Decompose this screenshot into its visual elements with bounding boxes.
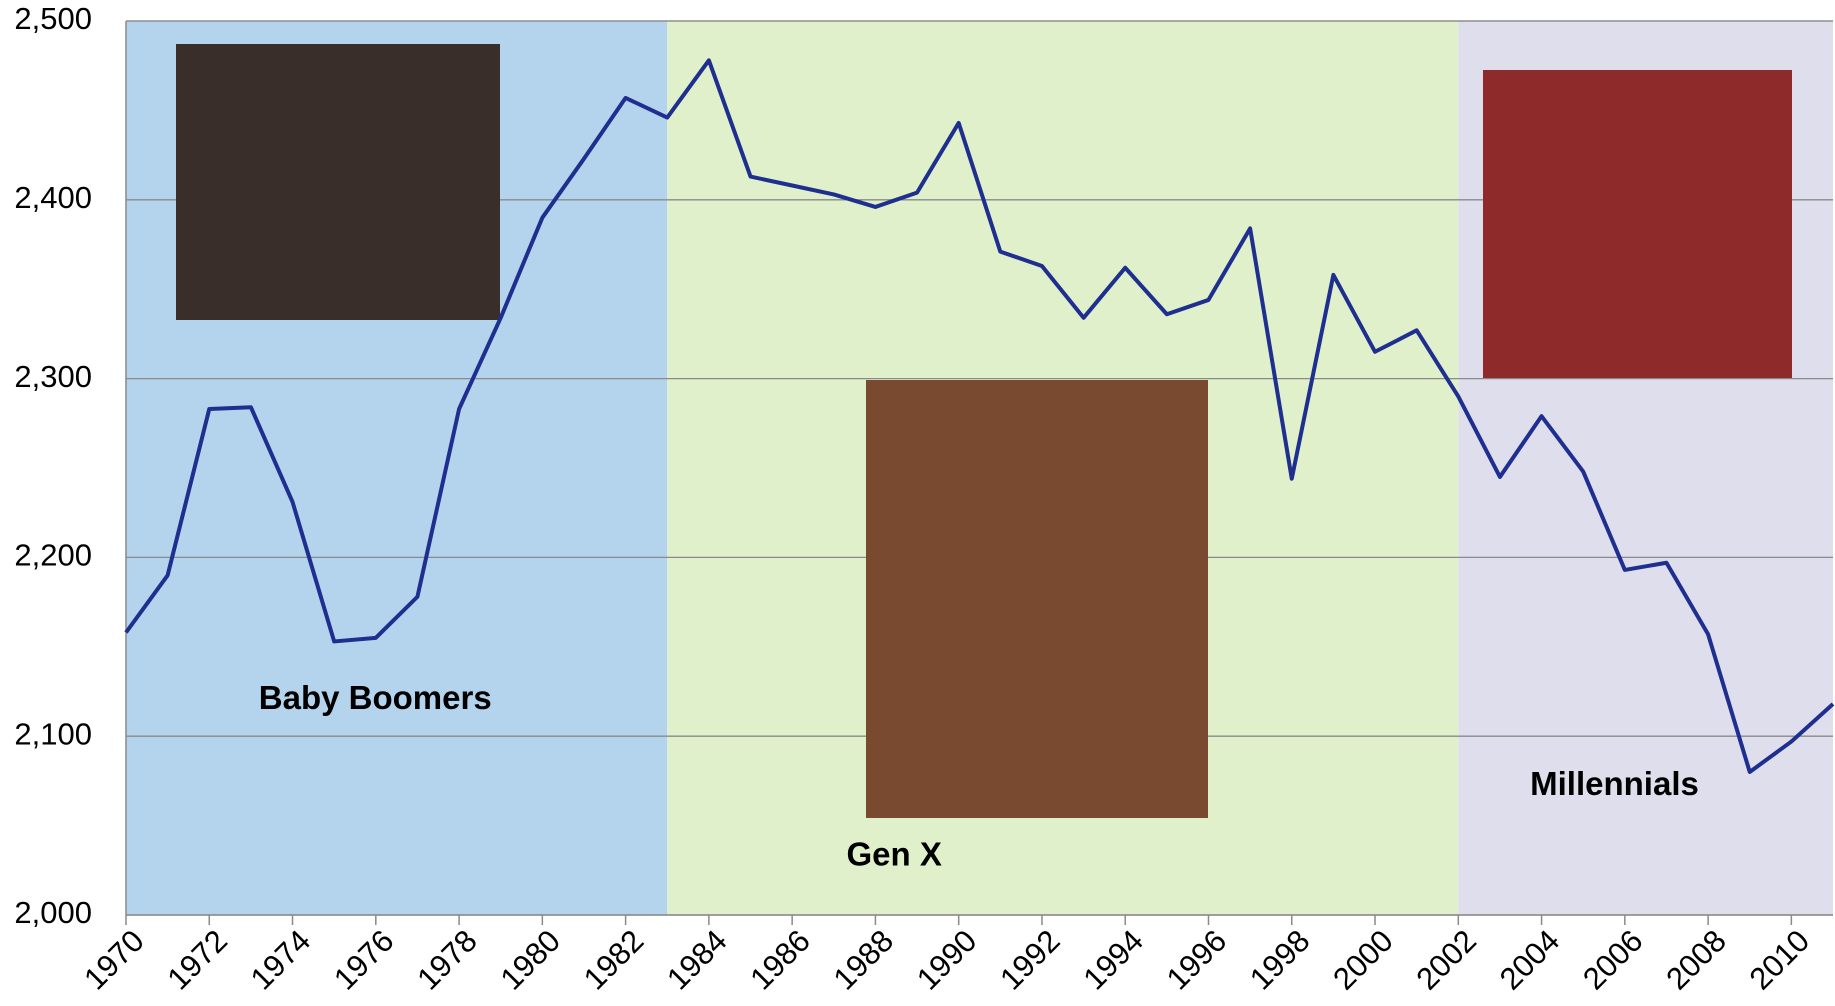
x-tick-label: 1998 bbox=[1243, 923, 1317, 997]
x-tick-label: 1994 bbox=[1076, 923, 1150, 997]
y-tick-label: 2,100 bbox=[14, 716, 92, 751]
x-tick-label: 2008 bbox=[1659, 923, 1733, 997]
x-tick-label: 1976 bbox=[327, 923, 401, 997]
x-tick-label: 2010 bbox=[1743, 923, 1817, 997]
y-tick-label: 2,300 bbox=[14, 359, 92, 394]
x-tick-label: 1980 bbox=[494, 923, 568, 997]
photo bbox=[1483, 70, 1792, 378]
x-tick-label: 2002 bbox=[1410, 923, 1484, 997]
x-tick-label: 1978 bbox=[410, 923, 484, 997]
x-tick-label: 2006 bbox=[1576, 923, 1650, 997]
region-label: Baby Boomers bbox=[259, 679, 492, 716]
region-label: Millennials bbox=[1530, 765, 1699, 802]
x-tick-label: 1970 bbox=[77, 923, 151, 997]
photo bbox=[176, 44, 500, 320]
chart: Baby Boomers Gen X Millennials 2,000 2,100 2,… bbox=[0, 0, 1835, 1006]
y-tick-label: 2,000 bbox=[14, 895, 92, 930]
region-label: Gen X bbox=[846, 836, 941, 873]
photo bbox=[866, 380, 1208, 818]
x-tick-label: 1986 bbox=[743, 923, 817, 997]
x-tick-label: 1992 bbox=[993, 923, 1067, 997]
x-tick-label: 1996 bbox=[1160, 923, 1234, 997]
x-tick-label: 2000 bbox=[1326, 923, 1400, 997]
x-tick-label: 1972 bbox=[160, 923, 234, 997]
x-tick-label: 1974 bbox=[244, 923, 318, 997]
x-tick-label: 1988 bbox=[827, 923, 901, 997]
x-tick-label: 1984 bbox=[660, 923, 734, 997]
x-tick-label: 1982 bbox=[577, 923, 651, 997]
x-tick-label: 1990 bbox=[910, 923, 984, 997]
y-tick-label: 2,500 bbox=[14, 1, 92, 36]
y-tick-label: 2,200 bbox=[14, 538, 92, 573]
y-tick-label: 2,400 bbox=[14, 180, 92, 215]
x-tick-label: 2004 bbox=[1493, 923, 1567, 997]
